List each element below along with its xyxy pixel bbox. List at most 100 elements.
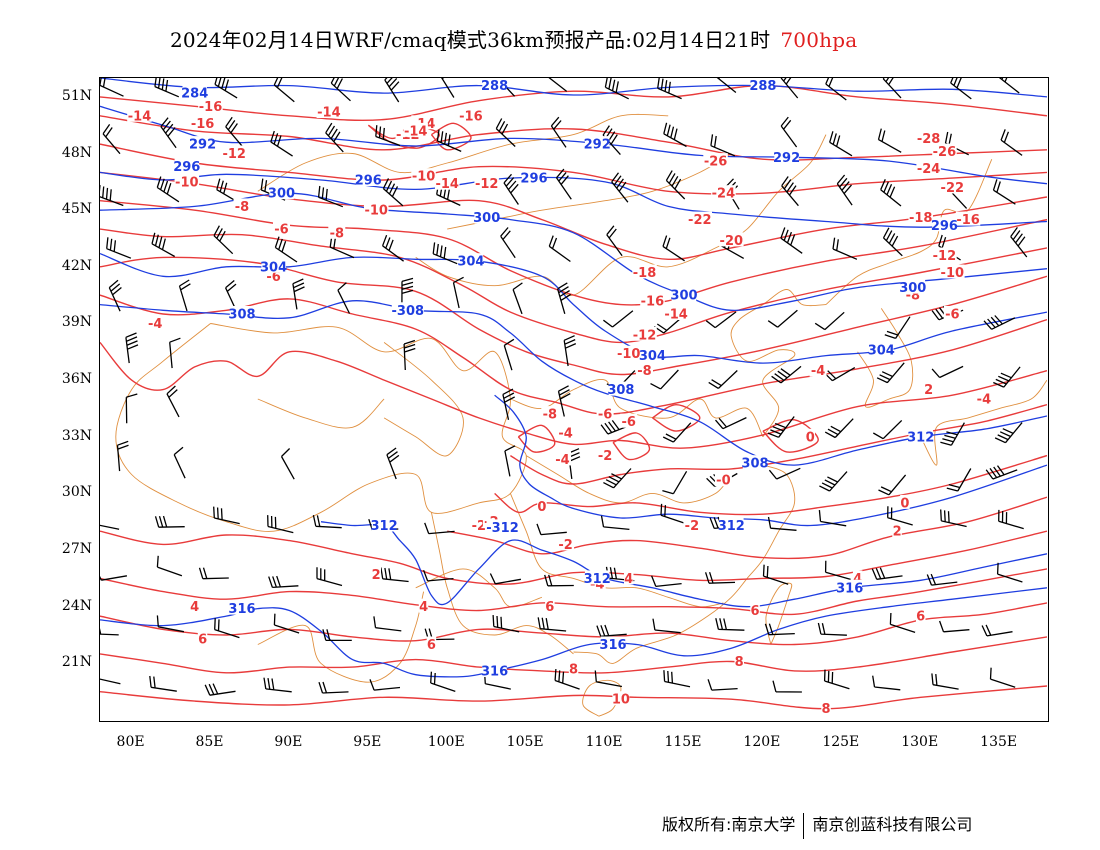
contour-label-bg (356, 172, 381, 186)
contour-label-bg (632, 264, 657, 279)
contour-label-bg (742, 455, 768, 470)
map-frame: -14-16-14-12-14-14-16-16-12-10-10-14-12-… (99, 77, 1049, 722)
wind-barb (880, 179, 902, 207)
wind-barb (154, 515, 185, 528)
wind-barb (710, 134, 736, 157)
contour-label: -14 (404, 124, 428, 139)
wind-barb (432, 242, 458, 265)
contour-label: 300 (473, 211, 500, 226)
wind-barb (662, 422, 692, 443)
wind-barb (817, 622, 847, 636)
contour-label-bg (482, 78, 507, 92)
contour-label: 304 (457, 255, 484, 270)
contour-label-bg (900, 494, 910, 509)
contour-label: 308 (607, 383, 634, 398)
wind-barb (824, 560, 851, 581)
contour-label: 316 (228, 602, 255, 617)
contour-label: -10 (364, 204, 388, 219)
wind-barb (270, 130, 293, 157)
contour-label-bg (600, 636, 626, 651)
height-isoline (320, 521, 1047, 608)
contour-label: -4 (811, 364, 825, 379)
wind-barb (317, 185, 344, 208)
contour-label: -22 (941, 181, 965, 196)
wind-barb (502, 388, 516, 420)
contour-label-bg (364, 202, 389, 217)
border-line (582, 679, 622, 717)
wind-barb (166, 385, 180, 418)
contour-label: -6 (274, 223, 288, 238)
x-tick-label: 130E (901, 734, 939, 750)
contour-label: -4 (148, 317, 162, 332)
height-isoline (100, 105, 1047, 185)
y-tick-label: 51N (61, 87, 92, 104)
contour-label: 296 (173, 160, 200, 175)
contour-label-bg (273, 221, 290, 236)
contour-label: 316 (481, 664, 508, 679)
contour-label-bg (636, 362, 653, 377)
wind-barb (556, 282, 572, 314)
contour-label-bg (809, 362, 827, 377)
wind-barb (489, 573, 522, 585)
contour-label: -308 (392, 304, 425, 319)
contour-label-bg (418, 598, 429, 613)
contour-label-bg (940, 264, 965, 279)
wind-barb (708, 370, 738, 389)
wind-barb (169, 337, 181, 369)
wind-barb (768, 467, 801, 480)
x-tick-label: 100E (427, 734, 465, 750)
y-tick-label: 39N (61, 314, 92, 331)
wind-barb (931, 365, 964, 379)
contour-label: 312 (907, 430, 934, 445)
temperature-isoline (612, 432, 651, 461)
temperature-labels: -14-16-14-12-14-14-16-16-12-10-10-14-12-… (127, 98, 993, 717)
wind-barb (512, 282, 523, 315)
contour-label-bg (624, 570, 634, 585)
contour-label: -2 (472, 519, 486, 534)
contour-label-bg (852, 570, 863, 585)
contour-label-bg (557, 425, 575, 439)
wind-barb (401, 277, 414, 308)
contour-label-bg (229, 306, 255, 320)
contour-label-bg (545, 598, 555, 613)
height-isoline (100, 171, 1047, 228)
x-tick-label: 95E (353, 734, 382, 750)
wind-barb (504, 445, 516, 477)
wind-barb (100, 628, 119, 636)
wind-barb (337, 282, 351, 314)
contour-label-bg (821, 700, 831, 715)
wind-barb (273, 78, 295, 103)
contour-label-bg (932, 143, 957, 158)
contour-label: 312 (584, 572, 611, 587)
y-tick-label: 33N (61, 427, 92, 444)
temperature-isoline (100, 143, 1047, 195)
height-isoline (494, 394, 1047, 527)
contour-label: -16 (956, 213, 980, 228)
contour-label: -18 (633, 266, 657, 281)
contour-label: -14 (128, 109, 152, 124)
wind-barb (100, 185, 124, 207)
temperature-isoline (100, 341, 1047, 449)
wind-barb (204, 683, 236, 696)
wind-barb (604, 78, 629, 100)
contour-label-bg (837, 579, 862, 594)
wind-barb (373, 616, 402, 632)
wind-barb (503, 173, 519, 205)
wind-barb (436, 129, 462, 152)
wind-barb (594, 670, 623, 688)
wind-barb (600, 515, 630, 531)
wind-barb (764, 623, 795, 636)
wind-barb (100, 575, 128, 581)
border-line (115, 323, 527, 532)
temperature-isoline (447, 496, 1047, 560)
contour-label-bg (521, 170, 547, 185)
country-borders (115, 113, 1047, 717)
wind-barb (989, 667, 1016, 688)
contour-label: -12 (222, 147, 246, 162)
contour-label-bg (687, 211, 712, 226)
contour-label-bg (955, 211, 981, 226)
contour-label: 304 (868, 343, 895, 358)
wind-barb (781, 176, 799, 207)
contour-label-bg (711, 185, 736, 200)
